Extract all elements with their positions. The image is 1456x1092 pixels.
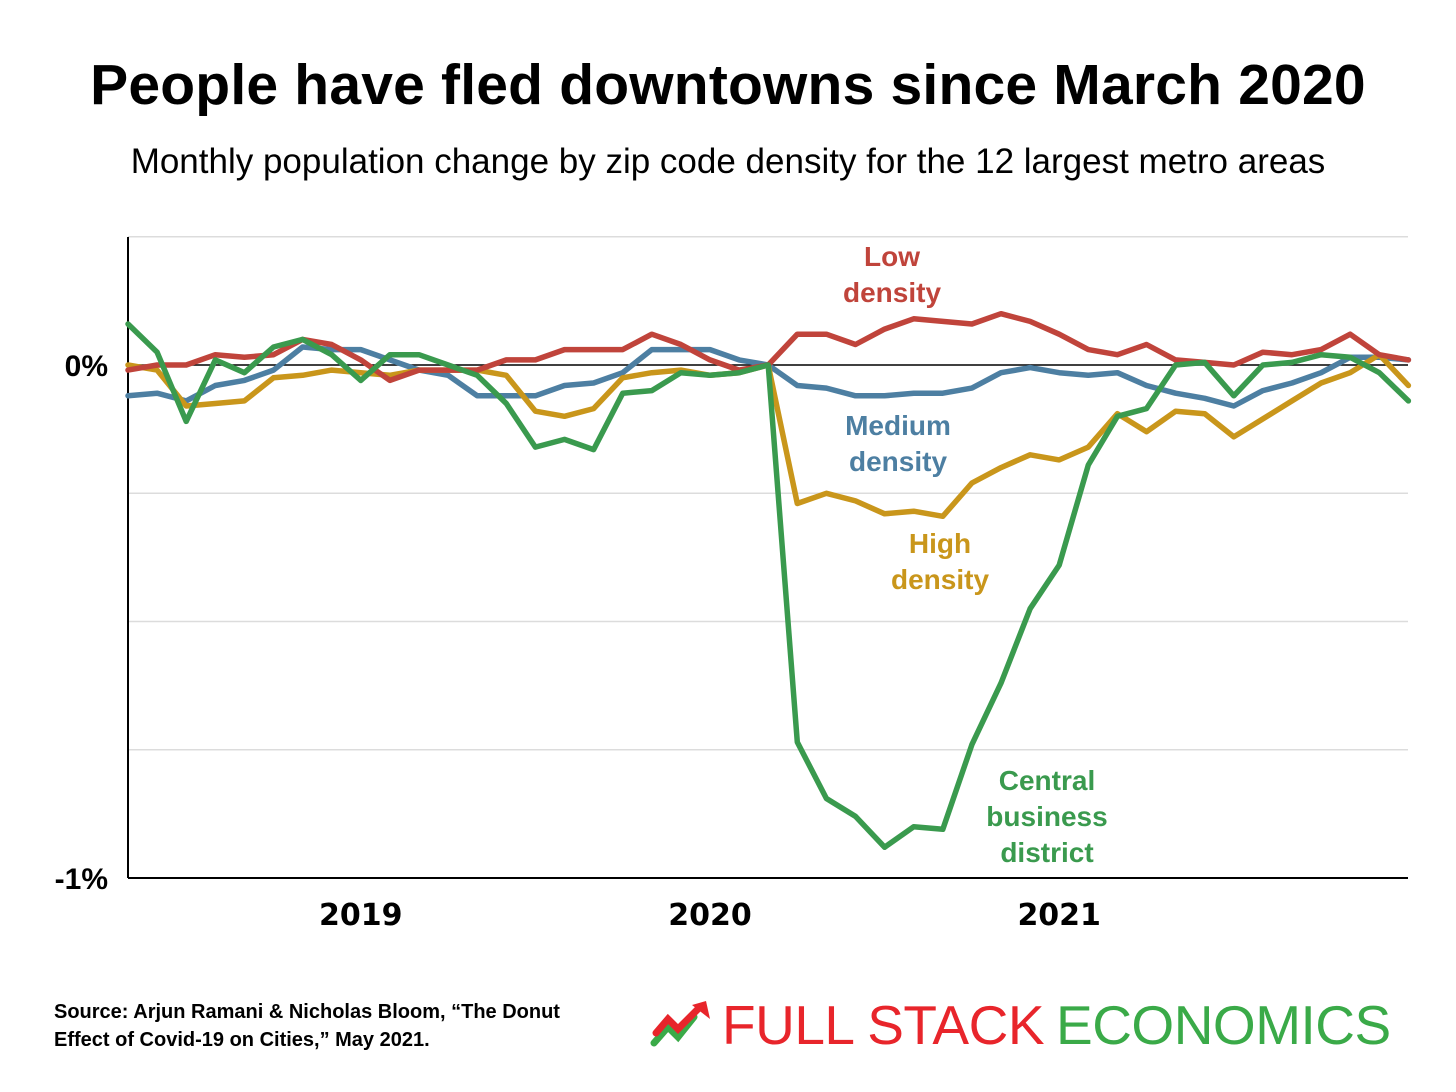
x-tick-label: 2019 bbox=[319, 898, 403, 933]
chart-subtitle: Monthly population change by zip code de… bbox=[130, 142, 1326, 181]
series-label-high-density: density bbox=[891, 564, 989, 595]
series-line-central-business-district bbox=[125, 321, 1412, 850]
logo-text-economics: ECONOMICS bbox=[1056, 994, 1391, 1056]
series-label-medium-density: density bbox=[849, 446, 947, 477]
full-stack-economics-logo: FULL STACK ECONOMICS bbox=[650, 990, 1391, 1060]
series-label-low-density: Low bbox=[864, 241, 920, 272]
series-label-medium-density: Medium bbox=[845, 410, 951, 441]
y-tick-label: -1% bbox=[55, 863, 108, 896]
series-label-central-business-district: business bbox=[986, 801, 1107, 832]
source-note: Source: Arjun Ramani & Nicholas Bloom, “… bbox=[54, 1001, 560, 1051]
logo-text-full-stack: FULL STACK bbox=[722, 994, 1045, 1056]
chart-title: People have fled downtowns since March 2… bbox=[90, 53, 1366, 117]
series-label-central-business-district: Central bbox=[999, 765, 1095, 796]
y-tick-label: 0% bbox=[65, 350, 108, 383]
x-tick-label: 2021 bbox=[1017, 898, 1101, 933]
series-label-high-density: High bbox=[909, 528, 971, 559]
series-label-low-density: density bbox=[843, 277, 941, 308]
trend-arrow-icon bbox=[650, 1001, 710, 1047]
series-label-central-business-district: district bbox=[1000, 837, 1093, 868]
x-tick-label: 2020 bbox=[668, 898, 752, 933]
line-chart: 0% -1% 2019 2020 2021 Low density Medium density… bbox=[55, 236, 1412, 933]
